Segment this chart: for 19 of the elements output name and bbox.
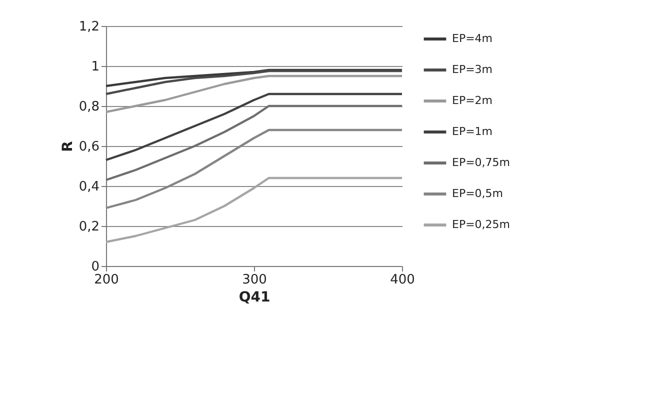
y-tick-label: 0,6 [78, 140, 100, 154]
y-tick-label: 1 [91, 60, 100, 74]
y-axis-title: R [60, 140, 76, 152]
y-tick-label: 1,2 [78, 20, 100, 34]
legend-label: EP=3m [452, 63, 493, 76]
y-tick-label: 0,4 [78, 180, 100, 194]
legend-label: EP=1m [452, 125, 493, 138]
y-tick-label: 0,2 [78, 220, 100, 234]
legend-label: EP=0,5m [452, 187, 504, 200]
legend-label: EP=2m [452, 94, 493, 107]
x-tick-label: 200 [94, 272, 119, 288]
legend-label: EP=0,75m [452, 156, 510, 169]
x-tick-label: 400 [390, 272, 415, 288]
y-tick-label: 0,8 [78, 100, 100, 114]
legend-label: EP=0,25m [452, 218, 510, 231]
legend-label: EP=4m [452, 32, 493, 45]
y-tick-label: 0 [91, 260, 100, 274]
x-axis-title: Q41 [238, 290, 270, 306]
x-tick-label: 300 [242, 272, 267, 288]
